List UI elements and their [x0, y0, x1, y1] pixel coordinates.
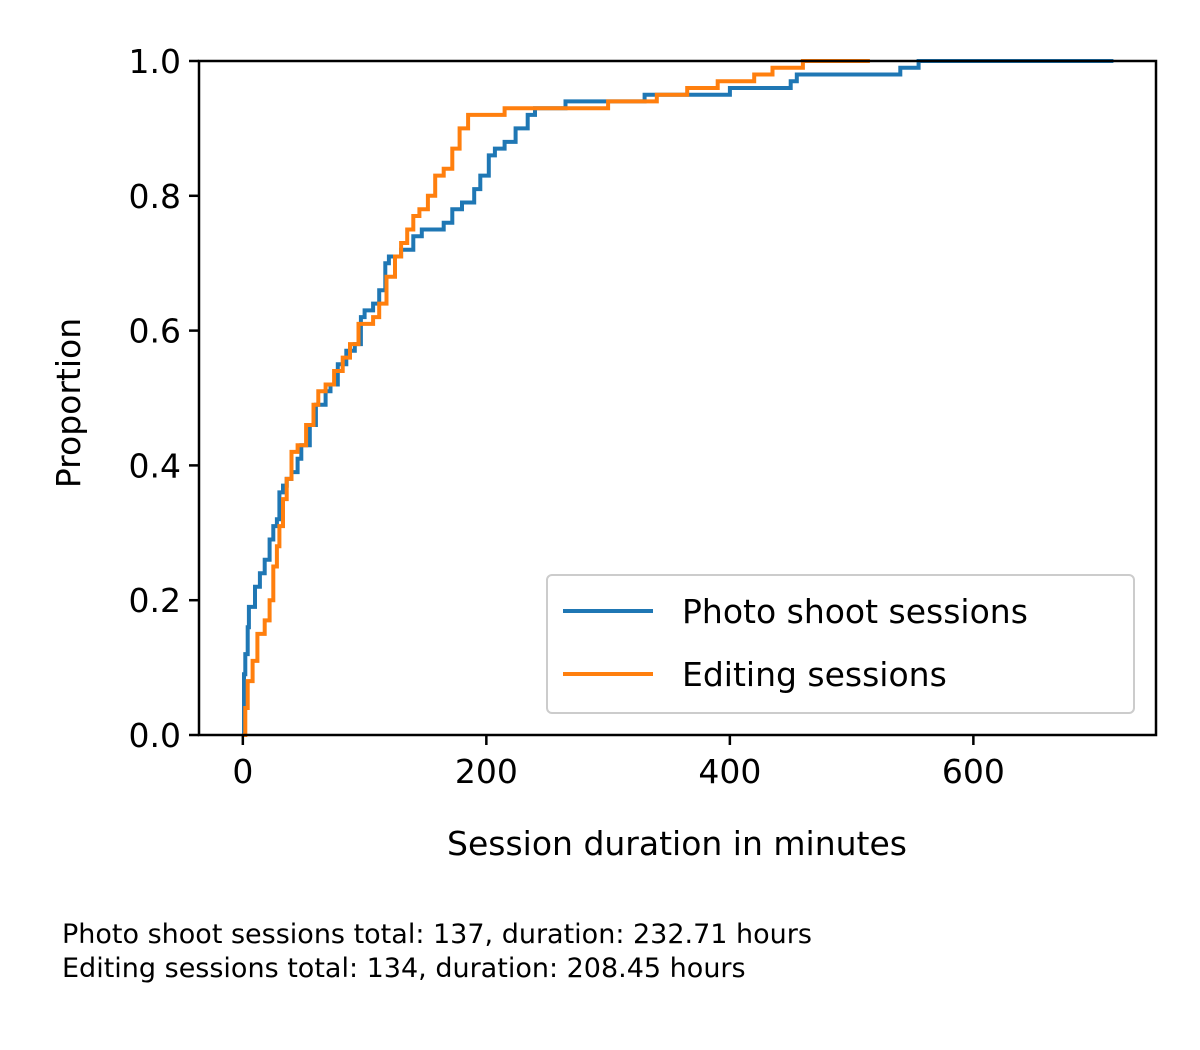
- summary-footnote: Photo shoot sessions total: 137, duratio…: [62, 918, 812, 986]
- y-tick-label: 0.8: [129, 177, 181, 216]
- y-tick-label: 0.6: [129, 312, 181, 351]
- y-tick-label: 0.2: [129, 581, 181, 620]
- x-axis-ticks: 0 200 400 600: [232, 735, 1005, 791]
- x-tick-label: 200: [455, 752, 518, 791]
- legend-box: [546, 574, 1135, 714]
- y-tick-label: 1.0: [129, 42, 181, 81]
- legend: Photo shoot sessions Editing sessions: [546, 574, 1135, 714]
- y-tick-label: 0.4: [129, 446, 181, 485]
- y-axis-ticks: 0.0 0.2 0.4 0.6 0.8 1.0: [129, 42, 199, 755]
- axes-frame: [197, 59, 1158, 737]
- cdf-chart: 0 200 400 600 0.0 0.2 0.4 0.6 0.8 1.0 Session du…: [49, 42, 1158, 863]
- plot-lines: [242, 59, 1114, 737]
- legend-label-editing: Editing sessions: [682, 655, 947, 694]
- x-tick-label: 400: [698, 752, 761, 791]
- x-tick-label: 0: [232, 752, 253, 791]
- y-axis-label: Proportion: [49, 318, 88, 488]
- footnote-editing-summary: Editing sessions total: 134, duration: 2…: [62, 953, 746, 984]
- x-tick-label: 600: [942, 752, 1005, 791]
- legend-label-photo-shoot: Photo shoot sessions: [682, 592, 1028, 631]
- y-tick-label: 0.0: [129, 716, 181, 755]
- x-axis-label: Session duration in minutes: [447, 824, 907, 863]
- series-line-1: [242, 59, 870, 737]
- footnote-photo-shoot-summary: Photo shoot sessions total: 137, duratio…: [62, 919, 812, 950]
